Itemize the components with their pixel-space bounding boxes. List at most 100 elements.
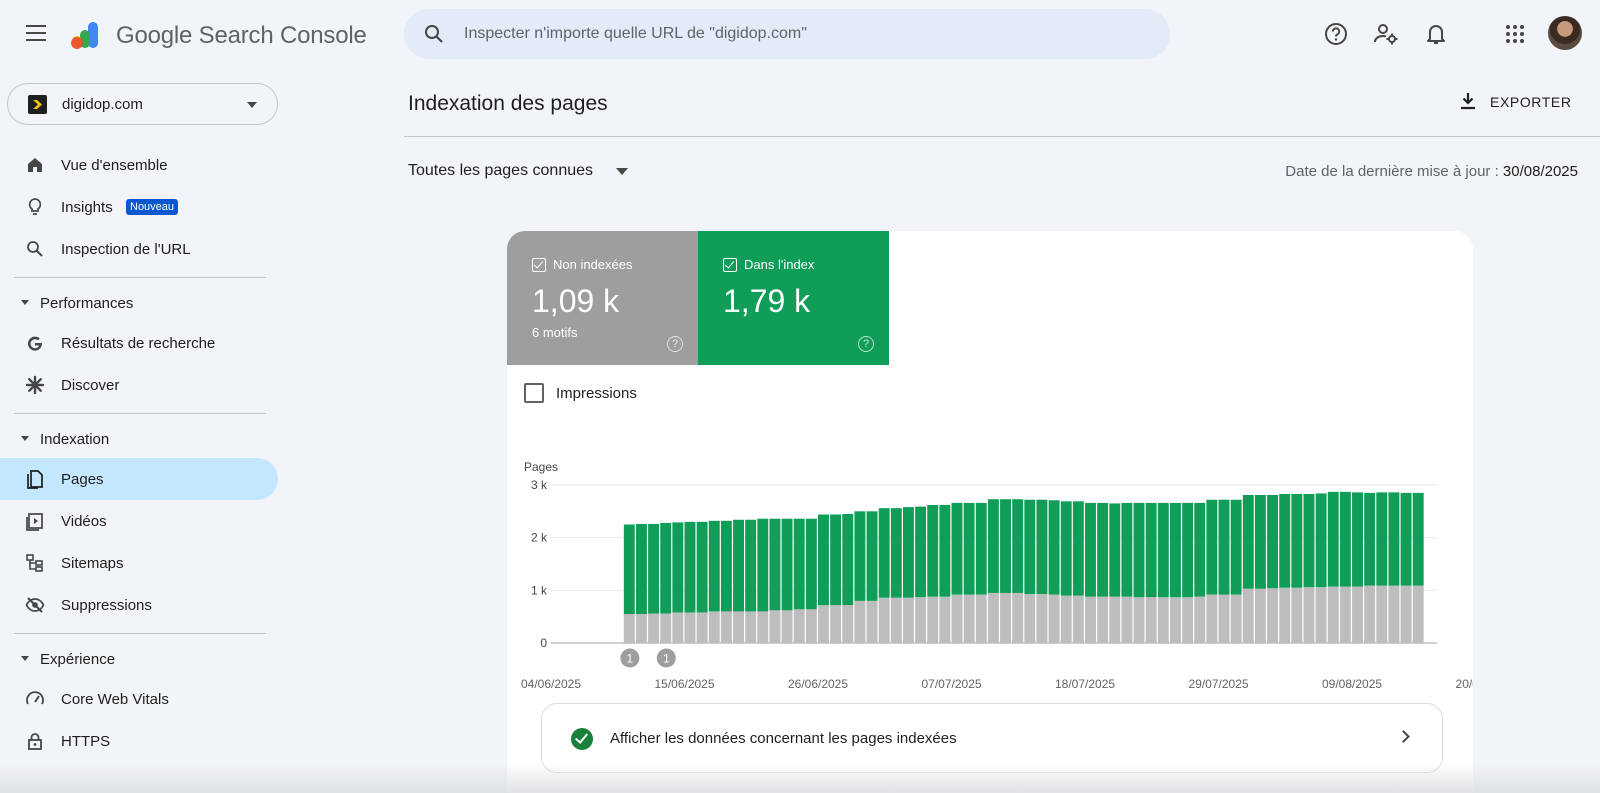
sidebar-item-insights[interactable]: Insights Nouveau [0,186,278,228]
bar-indexed [939,505,951,597]
x-tick-label: 04/06/2025 [521,677,581,691]
view-indexed-pages-row[interactable]: Afficher les données concernant les page… [541,703,1443,773]
bar-not-indexed [1388,585,1400,643]
section-indexation[interactable]: Indexation [0,422,282,458]
bar-not-indexed [720,611,732,643]
tile-not-indexed[interactable]: Non indexées 1,09 k 6 motifs ? [507,231,698,365]
sidebar-item-pages[interactable]: Pages [0,458,278,500]
bar-indexed [720,520,732,612]
bar-not-indexed [733,611,744,643]
bar-not-indexed [696,612,708,643]
help-icon[interactable]: ? [858,336,874,352]
bar-not-indexed [648,613,660,643]
bar-not-indexed [1412,585,1424,643]
bar-not-indexed [878,597,890,643]
bar-indexed [1194,502,1206,597]
last-updated-prefix: Date de la dernière mise à jour : [1285,163,1503,180]
bar-indexed [1303,493,1315,588]
main-menu-button[interactable] [20,20,52,50]
bar-indexed [951,502,963,595]
dropdown-caret-icon [247,102,257,108]
pages-icon [27,470,43,489]
sidebar-item-core-web-vitals[interactable]: Core Web Vitals [0,678,278,720]
bar-indexed [866,511,878,601]
bar-indexed [1376,492,1388,586]
header-divider [404,136,1600,137]
bar-indexed [830,514,842,606]
sidebar-item-label: Sitemaps [61,555,124,572]
help-icon[interactable]: ? [667,336,683,352]
bar-indexed [733,519,744,612]
bar-not-indexed [951,594,963,643]
bar-indexed [672,522,684,613]
checkbox[interactable] [524,383,544,403]
menu-icon-line [26,39,46,41]
bar-indexed [987,499,999,593]
sidebar-divider [14,633,266,634]
bar-indexed [1412,492,1424,586]
bar-not-indexed [1352,586,1363,643]
sidebar-item-label: Inspection de l'URL [61,241,191,258]
bar-not-indexed [1182,597,1194,643]
bar-not-indexed [781,610,793,643]
bar-not-indexed [745,611,757,643]
bar-not-indexed [1097,596,1109,643]
bar-indexed [854,511,866,601]
section-experience[interactable]: Expérience [0,642,282,678]
sidebar-item-url-inspection[interactable]: Inspection de l'URL [0,228,278,270]
property-name: digidop.com [62,96,143,113]
url-search-input[interactable] [464,19,1144,49]
page-filter-dropdown[interactable]: Toutes les pages connues [408,162,628,186]
bar-indexed [842,513,854,606]
bar-indexed [623,524,635,615]
bar-indexed [1291,493,1303,588]
sidebar-item-https[interactable]: HTTPS [0,720,278,762]
search-icon [425,25,443,43]
url-inspection-search[interactable] [404,9,1170,59]
bar-not-indexed [1072,595,1084,643]
help-icon[interactable] [1322,20,1350,48]
x-tick-label: 09/08/2025 [1322,677,1382,691]
bar-not-indexed [805,609,817,643]
property-selector[interactable]: digidop.com [7,83,278,125]
bar-not-indexed [1206,594,1218,643]
bar-not-indexed [1303,587,1315,643]
apps-grid-icon[interactable] [1501,20,1529,48]
bar-not-indexed [623,614,635,643]
y-tick-label: 2 k [531,531,548,545]
checked-checkbox-icon [723,258,737,272]
eye-off-icon [25,597,45,613]
bar-not-indexed [1327,586,1339,643]
sidebar-item-videos[interactable]: Vidéos [0,500,278,542]
account-avatar[interactable] [1548,16,1582,50]
bar-indexed [757,518,769,612]
tile-value: 1,09 k [532,283,620,319]
bar-indexed [1121,502,1133,597]
bar-not-indexed [1157,597,1169,643]
user-settings-icon[interactable] [1372,20,1400,48]
tile-indexed[interactable]: Dans l'index 1,79 k ? [698,231,889,365]
y-axis-label: Pages [524,460,558,474]
notifications-bell-icon[interactable] [1422,20,1450,48]
bar-not-indexed [902,597,914,643]
bar-not-indexed [672,612,684,643]
sidebar-item-discover[interactable]: Discover [0,364,278,406]
bar-not-indexed [1279,587,1291,643]
collapse-triangle-icon [21,300,29,305]
sidebar-item-search-results[interactable]: Résultats de recherche [0,322,278,364]
annotation-marker [620,648,640,668]
lightbulb-icon [28,198,42,215]
sidebar-item-removals[interactable]: Suppressions [0,584,278,626]
sidebar-item-sitemaps[interactable]: Sitemaps [0,542,278,584]
y-tick-label: 3 k [531,478,548,492]
bar-indexed [1182,502,1194,598]
x-tick-label: 07/07/2025 [921,677,981,691]
sidebar-item-overview[interactable]: Vue d'ensemble [0,144,278,186]
sidebar-item-label: Discover [61,377,120,394]
top-bar: Google Search Console [0,0,1600,70]
sidebar-divider [14,277,266,278]
bar-indexed [1242,495,1254,589]
sidebar-item-label: Pages [61,471,104,488]
bar-indexed [1145,502,1157,598]
section-performances[interactable]: Performances [0,286,282,322]
